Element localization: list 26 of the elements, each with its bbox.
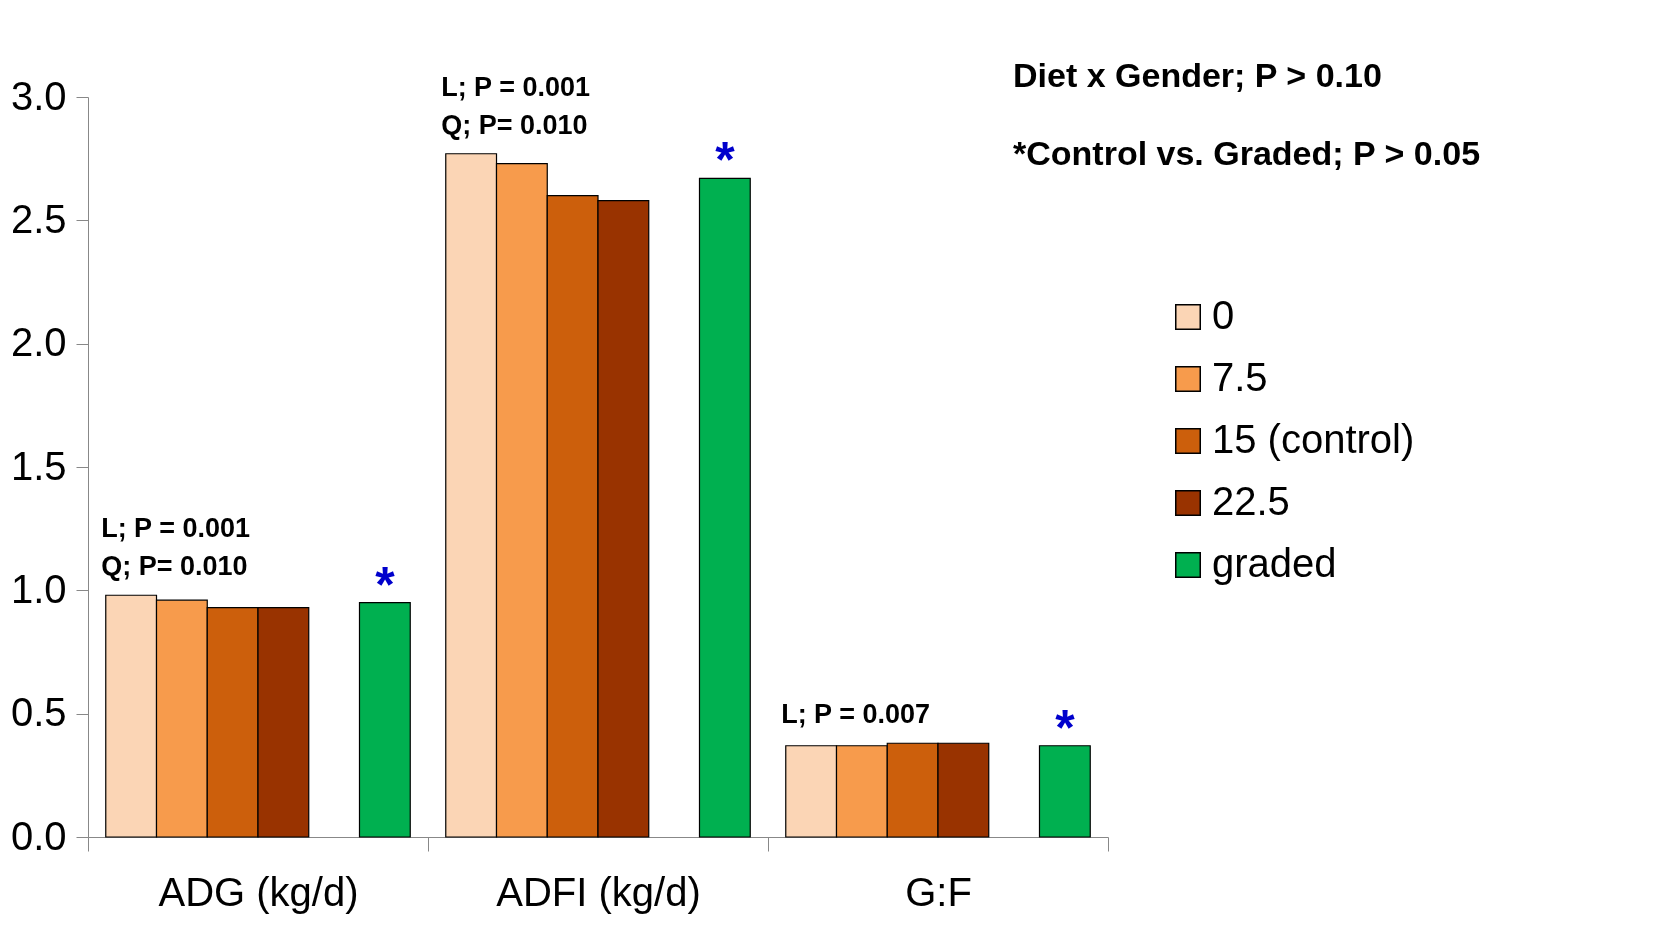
annotation: * [1055,699,1076,756]
legend-label: 22.5 [1212,479,1290,523]
legend-label: graded [1212,541,1337,585]
annotation: * [715,132,736,189]
legend-label: 15 (control) [1212,417,1415,461]
annotation: L; P = 0.001 Q; P= 0.010 [101,513,250,582]
legend-label: 7.5 [1212,355,1268,399]
text: Diet x Gender; P > 0.10 [1013,56,1382,94]
y-tick-label: 1.0 [10,566,67,611]
legend-label: 0 [1212,293,1235,337]
y-tick-label: 2.5 [10,196,67,241]
x-tick-label: ADFI (kg/d) [496,869,701,914]
y-tick-label: 0.5 [10,690,67,735]
bar [698,177,751,838]
annotation: * [375,556,396,613]
bar [1038,745,1091,838]
bar [358,602,411,838]
y-tick-label: 3.0 [10,73,67,118]
y-tick-label: 1.5 [10,443,67,488]
x-tick-label: ADG (kg/d) [158,869,359,914]
annotation: L; P = 0.007 [781,699,930,730]
annotation: L; P = 0.001 Q; P= 0.010 [441,71,590,140]
y-tick-label: 0.0 [10,813,67,858]
x-tick-label: G:F [905,869,972,914]
annotation: *Control vs. Graded; P > 0.05 [1013,134,1481,172]
y-tick-label: 2.0 [10,320,67,365]
